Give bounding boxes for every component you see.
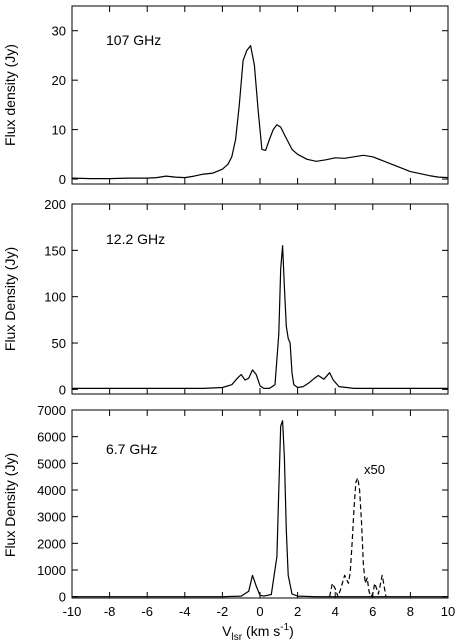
y-tick-label: 0 bbox=[59, 590, 66, 605]
y-tick-label: 4000 bbox=[37, 483, 66, 498]
series-line bbox=[71, 44, 449, 180]
x-tick-label: 4 bbox=[332, 604, 339, 619]
x-ticks bbox=[71, 6, 449, 184]
y-tick-label: 30 bbox=[52, 24, 66, 39]
x-axis-label-subscript: lsr bbox=[231, 632, 242, 643]
x-tick-label: 6 bbox=[369, 604, 376, 619]
y-axis-label: Flux Density (Jy) bbox=[2, 247, 18, 351]
y-tick-label: 3000 bbox=[37, 510, 66, 525]
x-tick-label: 8 bbox=[407, 604, 414, 619]
panel-107ghz: 0 10 20 30 107 GHz Flux density (Jy) bbox=[2, 5, 449, 187]
y-tick-label: 10 bbox=[52, 123, 66, 138]
x-tick-label: -10 bbox=[63, 604, 82, 619]
y-ticks: 0 1000 2000 3000 4000 5000 6000 7000 bbox=[37, 403, 448, 605]
y-tick-label: 1000 bbox=[37, 563, 66, 578]
series-group bbox=[71, 44, 449, 180]
panel-annotation: 12.2 GHz bbox=[106, 231, 165, 247]
x-axis-label-main: V bbox=[222, 623, 232, 639]
y-tick-label: 20 bbox=[52, 73, 66, 88]
x-axis-label-units: (km s bbox=[246, 623, 280, 639]
y-tick-label: 0 bbox=[59, 382, 66, 397]
y-axis-label: Flux density (Jy) bbox=[2, 44, 18, 146]
x-axis-label-close: ) bbox=[289, 623, 294, 639]
x-ticks: -10 -8 -6 -4 -2 0 2 4 6 8 10 bbox=[63, 410, 455, 619]
x-tick-label: -6 bbox=[141, 604, 153, 619]
y-ticks: 0 10 20 30 bbox=[52, 24, 448, 187]
y-tick-label: 200 bbox=[44, 197, 66, 212]
panel-annotation: 107 GHz bbox=[106, 32, 161, 48]
series-group bbox=[72, 420, 448, 598]
x-tick-label: -2 bbox=[217, 604, 229, 619]
x-tick-label: -4 bbox=[179, 604, 191, 619]
series-line bbox=[72, 245, 448, 389]
y-tick-label: 6000 bbox=[37, 430, 66, 445]
series-group bbox=[72, 245, 448, 389]
panel-annotation: 6.7 GHz bbox=[106, 441, 157, 457]
series-line bbox=[72, 420, 448, 598]
y-ticks: 0 50 100 150 200 bbox=[44, 197, 448, 397]
series-label: x50 bbox=[364, 462, 385, 477]
y-axis-label: Flux Density (Jy) bbox=[2, 453, 18, 557]
y-tick-label: 5000 bbox=[37, 456, 66, 471]
series-line-dashed bbox=[329, 477, 387, 598]
x-tick-label: 0 bbox=[256, 604, 263, 619]
y-tick-label: 50 bbox=[52, 336, 66, 351]
panel-6-7ghz: -10 -8 -6 -4 -2 0 2 4 6 8 10 0 1000 2000 3000 4000 5000… bbox=[2, 403, 455, 643]
panel-12-2ghz: 0 50 100 150 200 12.2 GHz Flux Density (Jy) bbox=[2, 197, 449, 397]
y-tick-label: 7000 bbox=[37, 403, 66, 418]
x-axis-label: Vlsr (km s-1) bbox=[222, 622, 294, 643]
y-tick-label: 150 bbox=[44, 243, 66, 258]
x-tick-label: -8 bbox=[104, 604, 116, 619]
x-axis-label-exponent: -1 bbox=[280, 622, 289, 633]
y-tick-label: 2000 bbox=[37, 536, 66, 551]
plot-frame bbox=[71, 409, 449, 599]
x-tick-label: 10 bbox=[441, 604, 455, 619]
x-tick-label: 2 bbox=[294, 604, 301, 619]
y-tick-label: 0 bbox=[59, 172, 66, 187]
y-tick-label: 100 bbox=[44, 290, 66, 305]
